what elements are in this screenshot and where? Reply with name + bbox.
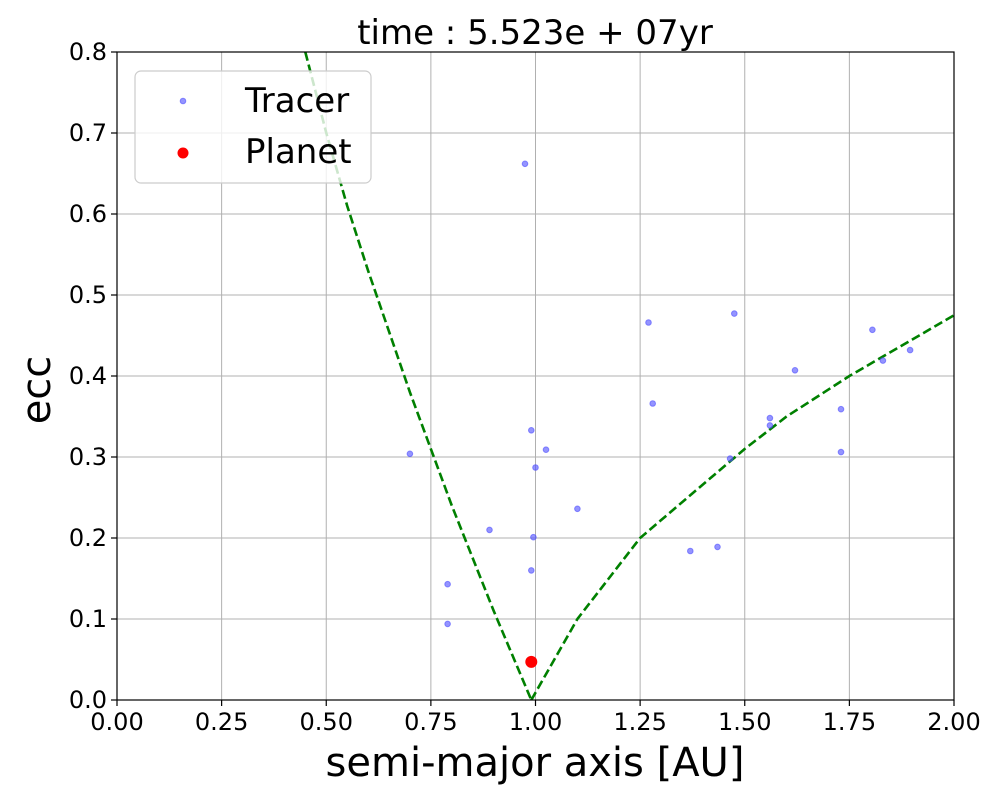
chart-title: time : 5.523e + 07yr <box>357 13 713 53</box>
legend-label-planet: Planet <box>245 132 352 172</box>
tracer-point <box>714 543 721 551</box>
tracer-point <box>486 526 493 534</box>
y-tick-label: 0.5 <box>69 281 107 309</box>
tracer-point <box>837 405 845 413</box>
tracer-point <box>406 450 414 458</box>
y-tick-label: 0.2 <box>69 524 107 552</box>
legend-box <box>134 70 372 184</box>
tracer-point <box>528 567 535 574</box>
x-tick-label: 1.50 <box>718 708 771 736</box>
tracer-point <box>731 310 738 317</box>
tracer-point <box>574 505 581 513</box>
x-tick-label: 1.75 <box>823 708 876 736</box>
planet-point <box>525 655 538 668</box>
x-tick-label: 0.50 <box>300 708 353 736</box>
tracer-point <box>687 547 694 555</box>
x-tick-label: 0.00 <box>90 708 143 736</box>
tracer-point <box>530 533 537 541</box>
x-tick-label: 0.25 <box>195 708 248 736</box>
x-tick-label: 0.75 <box>404 708 457 736</box>
tracer-point <box>766 414 774 422</box>
x-tick-label: 1.00 <box>509 708 562 736</box>
y-tick-label: 0.0 <box>69 686 107 714</box>
tracer-point <box>532 464 539 471</box>
tracer-point <box>444 620 451 628</box>
tracer-point <box>649 400 657 407</box>
y-axis-label: ecc <box>14 356 60 425</box>
legend-marker-tracer <box>179 97 187 105</box>
y-tick-label: 0.8 <box>69 38 107 66</box>
tracer-point <box>542 446 550 454</box>
tracer-point <box>645 319 652 326</box>
tracer-point <box>879 357 887 364</box>
y-tick-label: 0.1 <box>69 605 107 633</box>
x-tick-label: 1.25 <box>613 708 666 736</box>
legend-marker-planet <box>177 147 189 159</box>
x-tick-label: 2.00 <box>927 708 980 736</box>
y-tick-label: 0.6 <box>69 200 107 228</box>
tracer-point <box>906 346 914 354</box>
x-axis-ticks: 0.00 0.25 0.50 0.75 1.00 1.25 1.50 1.75 2.00 <box>90 700 981 736</box>
y-tick-label: 0.3 <box>69 443 107 471</box>
tracer-point <box>444 580 451 588</box>
markers <box>406 160 914 668</box>
tracer-point <box>837 448 845 456</box>
dashed-curve-3 <box>530 314 954 700</box>
tracer-point <box>791 367 799 374</box>
y-tick-label: 0.4 <box>69 362 107 390</box>
tracer-point <box>726 455 734 462</box>
legend-label-tracer: Tracer <box>244 81 349 121</box>
tracer-point <box>869 326 876 334</box>
tracer-point <box>528 427 535 434</box>
tracer-point <box>766 422 774 429</box>
y-tick-label: 0.7 <box>69 119 107 147</box>
y-axis-ticks: 0.0 0.1 0.2 0.3 0.4 0.5 0.6 0.7 0.8 <box>69 38 117 714</box>
tracer-point <box>521 160 529 168</box>
legend: Tracer Planet <box>134 70 372 184</box>
x-axis-label: semi-major axis [AU] <box>326 740 745 786</box>
